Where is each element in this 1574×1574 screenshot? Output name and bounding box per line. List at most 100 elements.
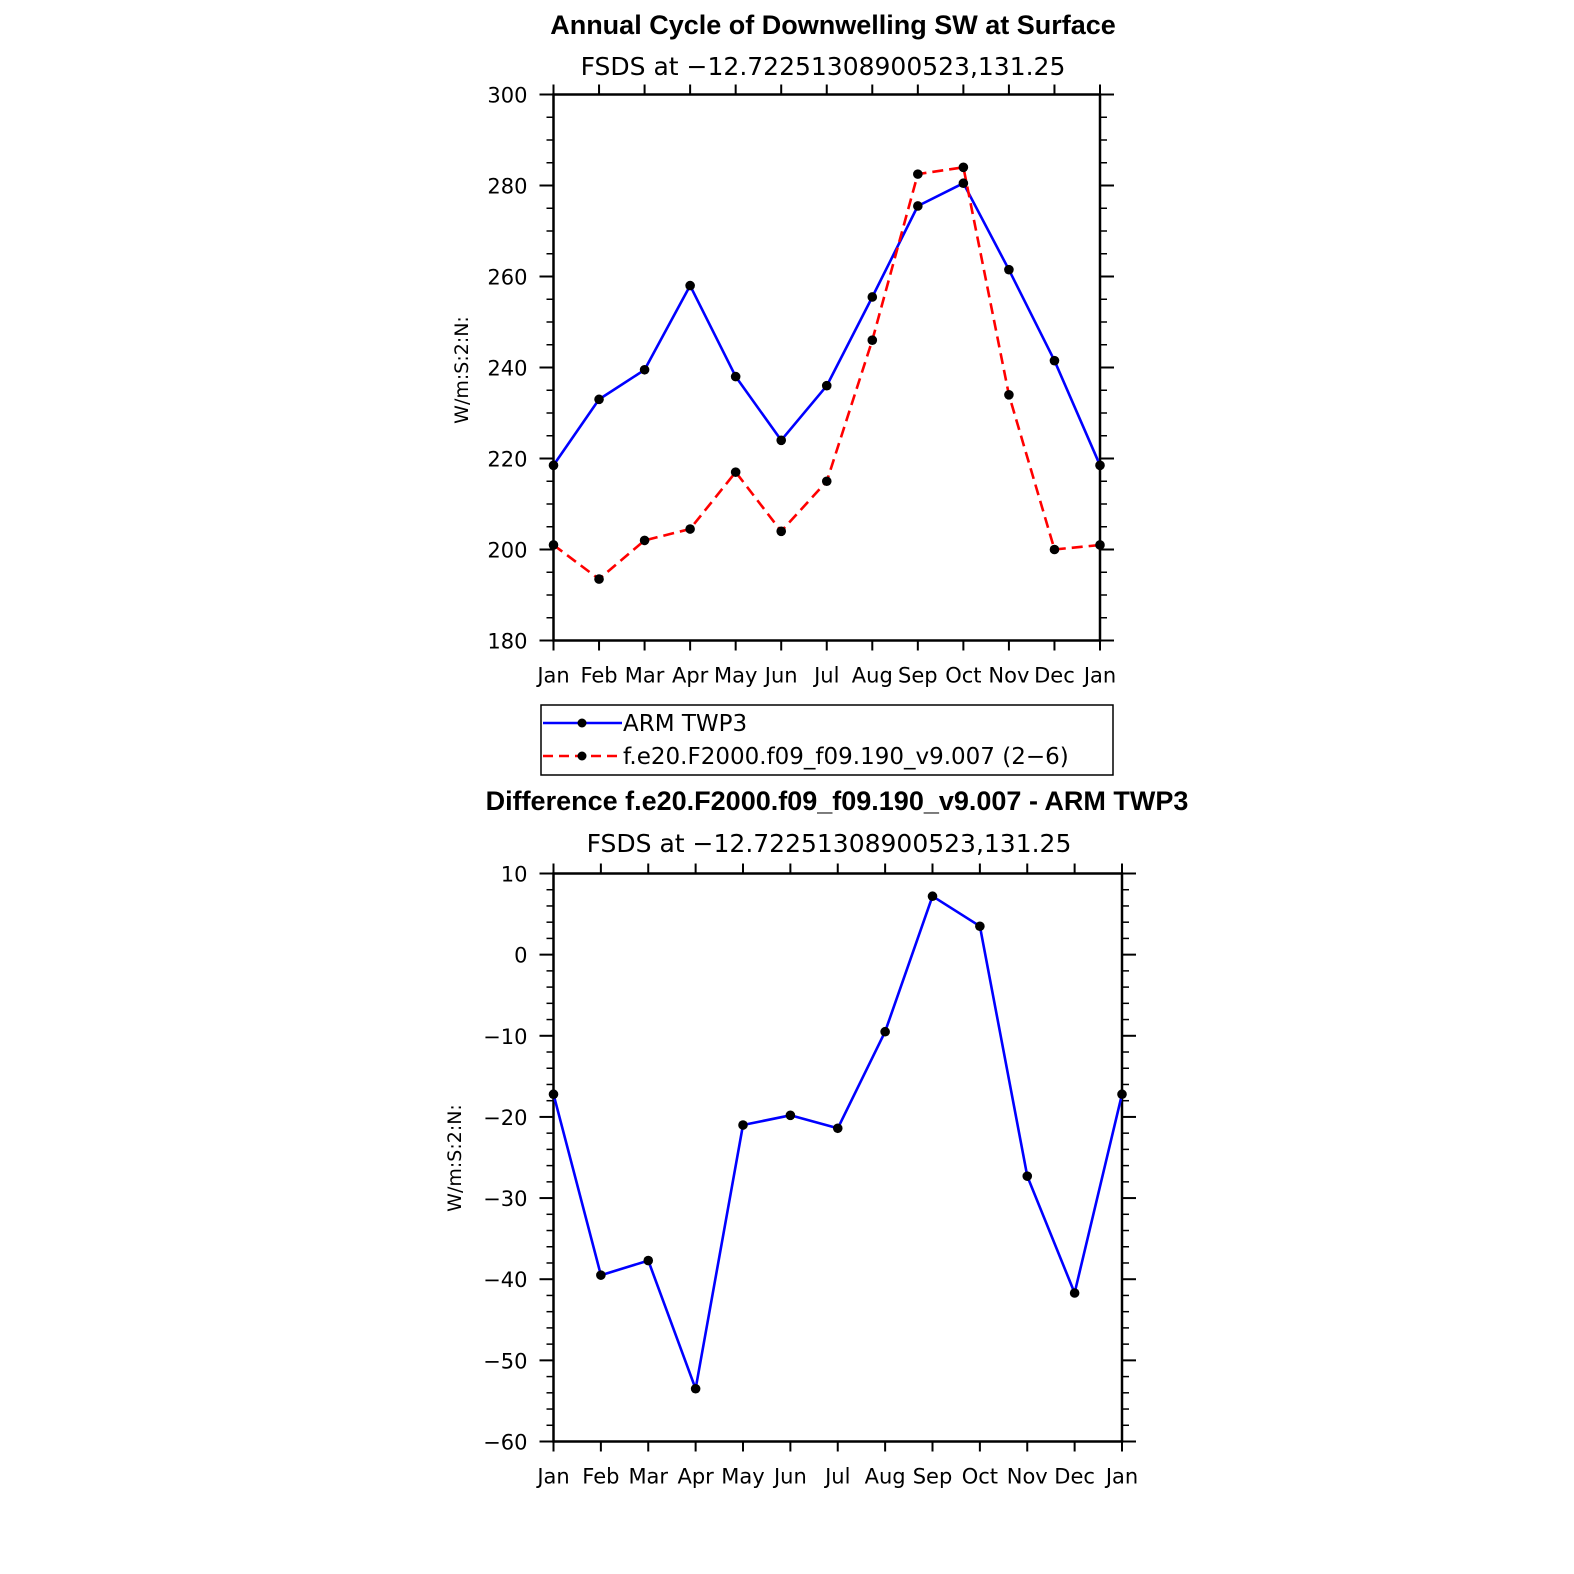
bottom-chart-title: Difference f.e20.F2000.f09_f09.190_v9.00… xyxy=(486,786,1189,816)
top-chart-y-tick-label: 220 xyxy=(487,448,527,472)
legend-label-arm-twp3: ARM TWP3 xyxy=(623,711,747,737)
legend-box xyxy=(540,704,1114,776)
top-chart-x-tick-label: Jun xyxy=(763,664,798,688)
top-chart-series-1-point xyxy=(1095,540,1105,550)
bottom-chart-series-0-point xyxy=(738,1120,748,1130)
bottom-chart-y-tick-label: 10 xyxy=(501,863,528,887)
top-chart-series-0-point xyxy=(821,380,832,391)
bottom-chart-x-tick-label: Jan xyxy=(1104,1465,1138,1489)
bottom-chart-series-0-point xyxy=(832,1123,843,1134)
top-chart-series-1-point xyxy=(685,524,695,534)
top-chart-series-0-point xyxy=(1049,355,1060,366)
top-chart-subtitle: FSDS at −12.72251308900523,131.25 xyxy=(581,52,1066,81)
top-chart-series-1-point xyxy=(639,535,650,546)
top-chart-series-1-point xyxy=(730,467,741,477)
bottom-chart-series-0-point xyxy=(596,1270,606,1280)
top-chart-x-tick-label: Apr xyxy=(672,664,709,688)
top-chart-series-0-point xyxy=(776,435,787,446)
top-chart-series-0-point xyxy=(1095,460,1105,471)
top-chart-x-tick-label: Sep xyxy=(898,664,938,688)
top-chart-series-1-point xyxy=(1049,544,1060,555)
top-chart-x-tick-label: May xyxy=(714,664,757,688)
top-chart-y-tick-label: 300 xyxy=(487,84,527,108)
legend-marker-model xyxy=(577,751,587,761)
top-chart-series-1-point xyxy=(594,574,604,584)
bottom-chart-series-0-point xyxy=(1117,1089,1127,1100)
bottom-chart-series-0-point xyxy=(785,1110,796,1121)
bottom-chart-y-tick-label: −60 xyxy=(483,1431,527,1455)
bottom-chart-x-tick-label: Aug xyxy=(865,1465,906,1489)
bottom-chart-x-tick-label: May xyxy=(721,1465,764,1489)
bottom-chart-x-tick-label: Jun xyxy=(772,1465,807,1489)
top-chart-series-0-point xyxy=(594,394,604,405)
top-chart-y-tick-label: 180 xyxy=(487,630,527,654)
bottom-chart-y-tick-label: −40 xyxy=(483,1268,527,1292)
bottom-chart-y-tick-label: −30 xyxy=(483,1187,527,1211)
top-chart-series-0-point xyxy=(685,280,695,291)
bottom-chart-series-0-point xyxy=(1069,1288,1080,1298)
top-chart-series-0-point xyxy=(730,371,741,382)
top-chart-series-1-point xyxy=(958,162,969,173)
bottom-chart-series-0-point xyxy=(975,921,985,932)
top-chart-x-tick-label: Feb xyxy=(580,664,617,688)
top-chart-series-1-point xyxy=(776,526,787,537)
top-chart-x-tick-label: Jul xyxy=(812,664,839,688)
bottom-chart-series-line-0 xyxy=(552,894,1124,1391)
bottom-chart-y-tick-label: −10 xyxy=(483,1025,527,1049)
bottom-chart-y-tick-label: −20 xyxy=(483,1106,527,1130)
bottom-chart-y-axis-label: W/m:S:2:N: xyxy=(444,1104,466,1212)
top-chart-series-0-point xyxy=(639,364,650,375)
top-chart-x-tick-label: Mar xyxy=(625,664,665,688)
top-chart-y-tick-label: 280 xyxy=(487,175,527,199)
top-chart-series-0-point xyxy=(958,178,969,189)
bottom-chart-x-tick-label: Mar xyxy=(628,1465,668,1489)
bottom-chart-x-tick-label: Oct xyxy=(962,1465,998,1489)
bottom-chart-series-0-point xyxy=(1022,1171,1033,1181)
top-chart-series-0-point xyxy=(913,201,923,211)
top-chart-series-1-point xyxy=(867,335,878,346)
legend-entry-arm-twp3: ARM TWP3 xyxy=(543,711,747,737)
top-chart-x-tick-label: Oct xyxy=(945,664,981,688)
top-chart-x-tick-label: Nov xyxy=(988,664,1029,688)
top-chart-x-tick-label: Jan xyxy=(1082,664,1116,688)
top-chart-x-tick-label: Jan xyxy=(535,664,569,688)
top-chart-plot-frame xyxy=(552,93,1102,642)
legend-entry-model: f.e20.F2000.f09_f09.190_v9.007 (2−6) xyxy=(543,744,1069,770)
bottom-chart-series-0-point xyxy=(880,1026,890,1037)
bottom-chart-series-0-point xyxy=(643,1255,654,1266)
top-chart-y-tick-label: 240 xyxy=(487,357,527,381)
top-chart-series-1-point xyxy=(821,476,832,487)
top-chart-series-0-point xyxy=(548,460,559,471)
bottom-chart-x-tick-label: Jan xyxy=(535,1465,569,1489)
bottom-chart-series-0-point xyxy=(927,891,938,902)
top-chart-x-tick-label: Dec xyxy=(1034,664,1075,688)
legend-marker-arm-twp3 xyxy=(577,718,587,728)
bottom-chart: Difference f.e20.F2000.f09_f09.190_v9.00… xyxy=(444,786,1188,1489)
top-chart-x-tick-label: Aug xyxy=(852,664,893,688)
bottom-chart-x-tick-label: Jul xyxy=(823,1465,850,1489)
top-chart-series-1-point xyxy=(548,540,559,550)
top-chart-series-line-1 xyxy=(552,166,1101,581)
bottom-chart-series-0-point xyxy=(690,1383,701,1394)
bottom-chart-y-tick-label: 0 xyxy=(514,944,527,968)
bottom-chart-y-tick-label: −50 xyxy=(483,1349,527,1373)
top-chart-series-0-point xyxy=(1004,264,1014,275)
bottom-chart-x-tick-label: Sep xyxy=(913,1465,953,1489)
top-chart-series-0-point xyxy=(867,292,878,302)
top-chart-y-axis-label: W/m:S:2:N: xyxy=(451,316,473,424)
bottom-chart-x-tick-label: Feb xyxy=(582,1465,619,1489)
bottom-chart-subtitle: FSDS at −12.72251308900523,131.25 xyxy=(587,829,1072,858)
bottom-chart-series-0-point xyxy=(548,1089,559,1100)
top-chart: Annual Cycle of Downwelling SW at Surfac… xyxy=(451,10,1116,688)
legend-label-model: f.e20.F2000.f09_f09.190_v9.007 (2−6) xyxy=(623,744,1069,770)
bottom-chart-plot-frame xyxy=(552,872,1124,1443)
bottom-chart-x-tick-label: Dec xyxy=(1054,1465,1095,1489)
top-chart-y-tick-label: 200 xyxy=(487,539,527,563)
top-chart-series-1-point xyxy=(913,169,923,179)
legend: ARM TWP3 f.e20.F2000.f09_f09.190_v9.007 … xyxy=(540,704,1114,776)
top-chart-y-tick-label: 260 xyxy=(487,266,527,290)
bottom-chart-x-tick-label: Nov xyxy=(1007,1465,1048,1489)
bottom-chart-x-tick-label: Apr xyxy=(677,1465,714,1489)
top-chart-series-1-point xyxy=(1004,390,1014,400)
